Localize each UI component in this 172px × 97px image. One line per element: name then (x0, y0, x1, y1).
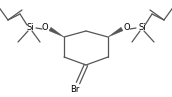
Text: Si: Si (138, 23, 146, 32)
Text: O: O (124, 23, 130, 32)
Text: O: O (42, 23, 48, 32)
Polygon shape (49, 27, 64, 37)
Text: Si: Si (26, 23, 34, 32)
Text: Br: Br (70, 84, 80, 94)
Polygon shape (108, 27, 123, 37)
